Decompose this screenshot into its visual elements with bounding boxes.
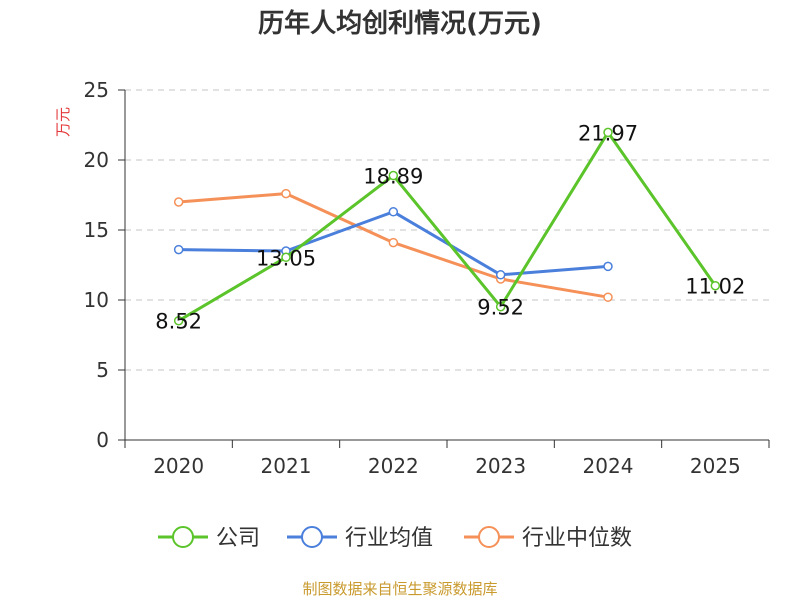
x-tick-label: 2024 xyxy=(583,454,634,478)
x-tick-label: 2021 xyxy=(261,454,312,478)
data-point-industry-median xyxy=(281,188,291,199)
y-axis-label: 万元 xyxy=(54,107,72,137)
x-tick-label: 2025 xyxy=(690,454,741,478)
data-point-industry-average xyxy=(173,244,184,255)
legend: 公司 行业均值 行业中位数 xyxy=(158,526,632,551)
chart-title: 历年人均创利情况(万元) xyxy=(258,8,542,39)
legend-marker xyxy=(478,526,500,548)
data-label: 18.89 xyxy=(363,165,423,189)
data-point-industry-average xyxy=(388,207,399,217)
data-point-industry-average xyxy=(603,261,613,272)
legend-item-company: 公司 xyxy=(158,526,260,551)
y-tick-label: 25 xyxy=(84,78,109,102)
source-note: 制图数据来自恒生聚源数据库 xyxy=(302,580,497,598)
data-point-company xyxy=(495,301,506,312)
grid-lines xyxy=(125,89,769,371)
series-line-company xyxy=(177,130,717,323)
data-point-industry-average xyxy=(495,270,506,280)
y-tick-label: 10 xyxy=(84,288,109,312)
y-tick-label: 20 xyxy=(84,148,109,172)
data-point-company xyxy=(603,127,613,138)
legend-marker xyxy=(301,526,323,548)
x-tick-label: 2022 xyxy=(368,454,419,478)
data-point-industry-median xyxy=(603,292,613,302)
data-label: 13.05 xyxy=(256,246,316,270)
y-tick-label: 15 xyxy=(84,218,109,242)
legend-marker xyxy=(172,526,194,548)
data-label: 8.52 xyxy=(155,310,202,334)
data-point-company xyxy=(710,280,721,291)
data-labels: 8.52 13.05 18.89 9.52 21.97 11.02 xyxy=(155,121,745,333)
data-point-company xyxy=(173,315,184,326)
legend-item-industry-median: 行业中位数 xyxy=(464,526,632,551)
series-layer xyxy=(173,127,721,326)
legend-label: 公司 xyxy=(216,526,260,551)
data-point-company xyxy=(281,252,291,263)
x-tick-label: 2023 xyxy=(475,454,526,478)
data-point-company xyxy=(388,170,399,181)
data-label: 21.97 xyxy=(578,121,638,145)
data-label: 9.52 xyxy=(477,296,524,320)
legend-item-industry-average: 行业均值 xyxy=(287,526,433,551)
data-point-industry-median xyxy=(173,197,184,207)
data-label: 11.02 xyxy=(685,275,745,299)
x-tick-label: 2020 xyxy=(153,454,204,478)
legend-label: 行业均值 xyxy=(345,526,433,551)
y-tick-label: 0 xyxy=(96,428,109,452)
data-point-industry-median xyxy=(388,237,399,248)
legend-label: 行业中位数 xyxy=(522,526,632,551)
y-tick-label: 5 xyxy=(96,358,109,382)
